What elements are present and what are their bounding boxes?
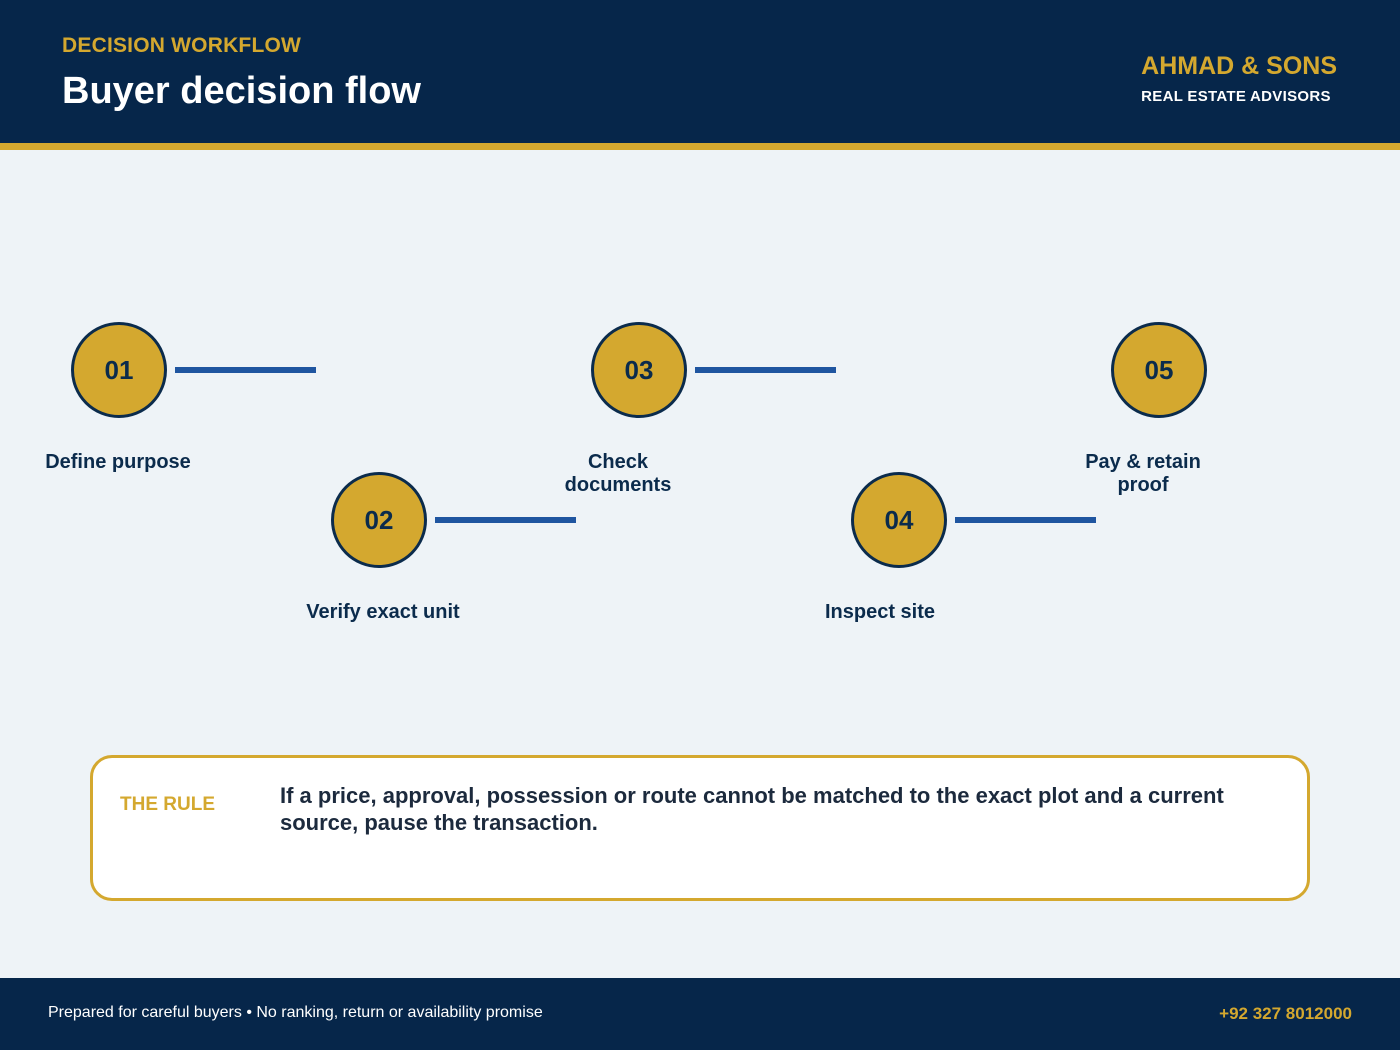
footer-phone: +92 327 8012000 <box>1219 1004 1352 1023</box>
brand-block: AHMAD & SONS REAL ESTATE ADVISORS <box>1141 52 1337 105</box>
header-bar: DECISION WORKFLOW Buyer decision flow AH… <box>0 0 1400 143</box>
step-3-label: Check documents <box>564 451 672 496</box>
footer-disclaimer: Prepared for careful buyers • No ranking… <box>48 1004 543 1021</box>
step-5-label: Pay & retain proof <box>1085 451 1201 496</box>
step-2-label: Verify exact unit <box>306 601 460 623</box>
step-1-circle: 01 <box>71 322 167 418</box>
rule-text: If a price, approval, possession or rout… <box>280 783 1224 835</box>
step-3-circle: 03 <box>591 322 687 418</box>
rule-callout: THE RULE If a price, approval, possessio… <box>90 755 1310 901</box>
step-1-label: Define purpose <box>45 451 191 473</box>
step-2-connector <box>435 517 576 523</box>
step-3-connector <box>695 367 836 373</box>
step-2-circle: 02 <box>331 472 427 568</box>
step-5-circle: 05 <box>1111 322 1207 418</box>
rule-label: THE RULE <box>120 794 215 815</box>
page-title: Buyer decision flow <box>62 70 421 112</box>
step-1-connector <box>175 367 316 373</box>
brand-subtitle: REAL ESTATE ADVISORS <box>1141 88 1331 105</box>
brand-name: AHMAD & SONS <box>1141 52 1337 80</box>
section-eyebrow: DECISION WORKFLOW <box>62 34 302 57</box>
header-accent-rule <box>0 143 1400 150</box>
step-4-connector <box>955 517 1096 523</box>
footer-bar: Prepared for careful buyers • No ranking… <box>0 978 1400 1050</box>
step-4-circle: 04 <box>851 472 947 568</box>
step-4-label: Inspect site <box>824 601 936 623</box>
